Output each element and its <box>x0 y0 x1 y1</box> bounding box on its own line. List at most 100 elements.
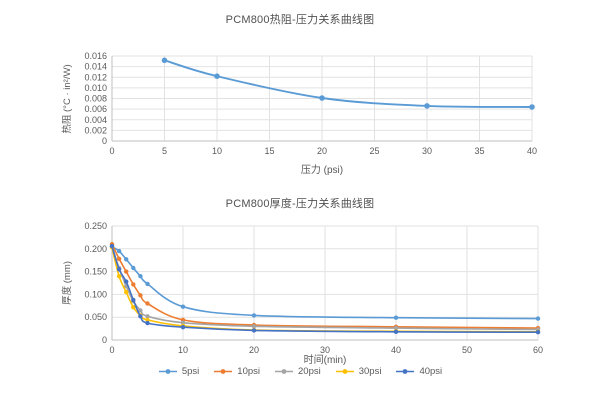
legend-item-5psi: 5psi <box>158 366 199 377</box>
x-tick-label: 30 <box>320 345 330 355</box>
x-tick-labels: 0 10 20 30 40 50 60 <box>109 345 543 355</box>
data-point-marker <box>251 324 257 329</box>
data-point-marker <box>251 328 257 333</box>
data-point-marker <box>535 330 541 335</box>
x-tick-label: 50 <box>462 345 472 355</box>
y-tick-label: 0.250 <box>84 221 107 231</box>
x-tick-label: 20 <box>249 345 259 355</box>
data-point-marker <box>145 314 150 319</box>
y-tick-label: 0.002 <box>84 125 107 135</box>
y-tick-label: 0 <box>102 335 107 345</box>
data-point-marker <box>116 274 122 279</box>
y-tick-label: 0.014 <box>84 62 107 72</box>
legend-marker-icon <box>158 369 177 374</box>
x-tick-label: 15 <box>264 146 274 156</box>
x-tick-label: 30 <box>422 146 432 156</box>
chart-title: PCM800热阻-压力关系曲线图 <box>225 14 375 26</box>
gridlines <box>111 225 539 341</box>
x-tick-label: 0 <box>109 345 114 355</box>
y-tick-label: 0.100 <box>84 289 107 299</box>
data-point-marker <box>124 257 129 262</box>
data-point-marker <box>145 320 150 326</box>
legend-label: 40psi <box>419 366 443 377</box>
data-point-marker <box>393 325 399 331</box>
x-tick-label: 0 <box>109 146 114 156</box>
data-point-marker <box>138 308 143 313</box>
legend-marker-icon <box>275 369 293 374</box>
x-tick-label: 25 <box>369 146 379 156</box>
legend-item-40psi: 40psi <box>395 366 442 377</box>
data-point-marker <box>424 103 430 109</box>
y-tick-label: 0.050 <box>84 312 107 322</box>
y-tick-label: 0.150 <box>84 267 107 277</box>
y-tick-label: 0.008 <box>84 94 107 104</box>
x-tick-label: 10 <box>212 146 222 156</box>
y-tick-labels: 0 0.050 0.100 0.150 0.200 0.250 <box>84 221 107 345</box>
data-point-marker <box>161 57 168 64</box>
y-tick-label: 0 <box>102 136 107 146</box>
data-point-marker <box>393 329 399 334</box>
x-tick-label: 40 <box>527 146 537 156</box>
data-point-marker <box>131 282 136 287</box>
data-point-marker <box>180 325 186 330</box>
x-tick-label: 5 <box>162 146 167 156</box>
data-point-marker <box>393 315 399 320</box>
data-point-marker <box>109 243 115 249</box>
data-point-marker <box>138 293 143 298</box>
x-axis-label: 压力 (psi) <box>300 165 344 176</box>
y-tick-label: 0.012 <box>84 72 107 82</box>
chart-title: PCM800厚度-压力关系曲线图 <box>225 198 375 210</box>
data-point-marker <box>131 265 136 271</box>
axis-lines <box>111 56 532 142</box>
legend-marker-icon <box>335 369 354 374</box>
thickness-vs-pressure-chart: PCM800厚度-压力关系曲线图 厚度 (mm) 0 0.050 0.100 0.15… <box>0 185 600 400</box>
data-point-marker <box>214 73 220 79</box>
legend-item-20psi: 20psi <box>274 366 321 377</box>
series-热阻 <box>161 57 535 110</box>
data-point-marker <box>116 267 122 272</box>
data-point-marker <box>180 304 186 309</box>
x-tick-labels: 0 5 10 15 20 25 30 35 40 <box>109 146 537 156</box>
legend-marker-icon <box>396 369 415 374</box>
y-tick-label: 0.006 <box>84 104 107 114</box>
data-point-marker <box>131 297 136 303</box>
data-point-marker <box>145 281 150 287</box>
data-point-marker <box>131 305 136 310</box>
data-point-marker <box>116 256 122 261</box>
y-tick-labels: 00.0020.0040.0060.0080.0100.0120.0140.01… <box>84 51 107 146</box>
legend-label: 5psi <box>181 366 200 377</box>
x-tick-label: 10 <box>178 345 188 355</box>
y-tick-label: 0.010 <box>84 83 107 93</box>
data-point-marker <box>535 316 541 321</box>
x-tick-label: 20 <box>317 146 327 156</box>
data-point-marker <box>124 289 129 295</box>
x-tick-label: 40 <box>391 345 401 355</box>
data-point-marker <box>529 104 535 110</box>
data-point-marker <box>251 313 257 318</box>
legend: 5psi 10psi 20psi 30psi 40psi <box>0 366 600 377</box>
series-40psi <box>109 243 541 335</box>
y-tick-label: 0.004 <box>84 115 107 125</box>
data-point-marker <box>124 269 129 274</box>
data-point-marker <box>145 317 150 323</box>
x-tick-label: 35 <box>474 146 484 156</box>
x-tick-label: 60 <box>533 345 543 355</box>
x-axis-label: 时间(min) <box>303 355 347 366</box>
data-point-marker <box>124 279 129 284</box>
y-tick-label: 0.200 <box>84 244 107 254</box>
data-point-marker <box>138 314 143 319</box>
plot-area: 0 0.050 0.100 0.150 0.200 0.250 0 10 20 30 40 50 60 <box>84 221 543 355</box>
legend-label: 30psi <box>358 366 382 377</box>
legend-item-10psi: 10psi <box>213 366 260 377</box>
data-point-marker <box>116 248 122 254</box>
data-point-marker <box>138 274 143 279</box>
data-point-marker <box>180 320 186 325</box>
y-tick-label: 0.016 <box>84 51 107 61</box>
data-point-marker <box>145 301 150 306</box>
legend-label: 10psi <box>237 366 260 377</box>
legend-label: 20psi <box>298 366 321 377</box>
thermal-resistance-vs-pressure-chart: PCM800热阻-压力关系曲线图 热阻 (°C · in²/W) 0 0.002 0… <box>0 0 600 185</box>
legend-item-30psi: 30psi <box>335 366 382 377</box>
plot-area: 00.0020.0040.0060.0080.0100.0120.0140.01… <box>84 51 537 156</box>
